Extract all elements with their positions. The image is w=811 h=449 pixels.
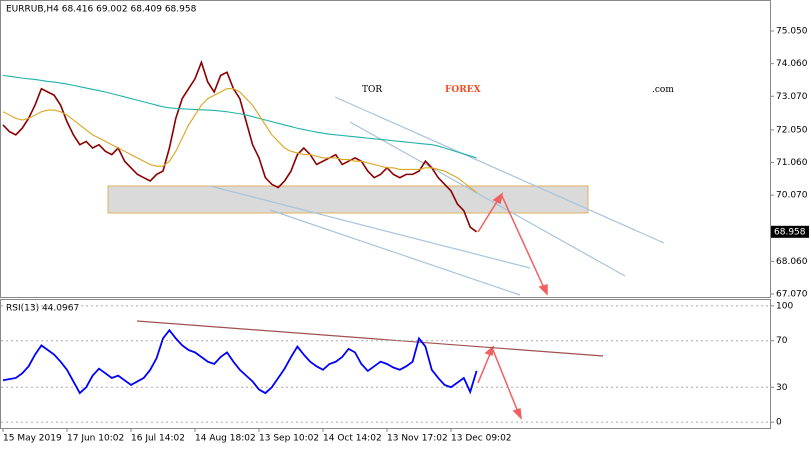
rsi-trend-line [136,320,604,357]
y-tick-label: 73.070 [776,92,808,102]
chart-title: EURRUB,H4 68.416 69.002 68.409 68.958 [6,5,197,15]
x-tick-label: 17 Jun 10:02 [67,434,124,444]
series-line [2,74,477,159]
x-tick-label: 13 Nov 17:02 [387,434,448,444]
y-tick-label: 70.070 [776,191,808,201]
y-tick-label: 100 [776,301,793,311]
x-tick-label: 14 Oct 14:02 [323,434,382,444]
x-tick-label: 13 Dec 09:02 [451,434,512,444]
y-tick-label: 0 [776,418,782,428]
x-tick-label: 13 Sep 10:02 [259,434,319,444]
rsi-title: RSI(13) 44.0967 [6,304,79,314]
y-tick-label: 75.050 [776,27,808,37]
series-line [2,328,478,395]
x-tick-label: 14 Aug 18:02 [195,434,256,444]
y-tick-label: 30 [776,383,788,393]
y-tick-label: 72.050 [776,125,808,135]
x-tick-label: 15 May 2019 [3,434,62,444]
logo-middle: FOREX [445,85,481,95]
price-label-bg [771,225,809,238]
main-frame [0,0,771,298]
y-tick-label: 70 [776,336,788,346]
forecast-arrows [477,192,548,421]
y-tick-label: 68.060 [776,257,808,267]
y-tick-label: 67.070 [776,290,808,300]
series-line [2,59,478,233]
y-tick-label: 71.060 [776,158,808,168]
logo-right: .com [652,85,674,95]
price-label: 68.958 [774,227,806,237]
y-tick-label: 74.060 [776,59,808,69]
logo-left: TOR [362,85,382,95]
rsi-frame [0,299,771,429]
support-zone [107,185,589,214]
trend-lines [209,96,665,296]
series-line [2,88,477,193]
x-tick-label: 16 Jul 14:02 [131,434,185,444]
